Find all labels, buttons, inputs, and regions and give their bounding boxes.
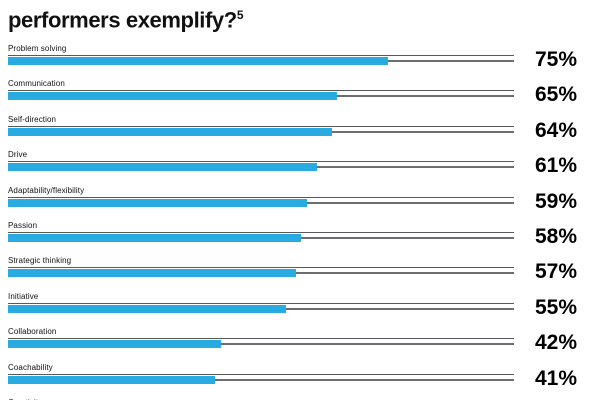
value-label: 58% [534, 224, 577, 248]
connector-line [8, 378, 514, 381]
row-label: Communication [8, 79, 65, 89]
value-bar [8, 127, 332, 136]
row-rule [8, 196, 514, 198]
chart-row: Adaptability/flexibility 59% [8, 186, 577, 221]
chart-row: Coachability 41% [8, 363, 577, 398]
value-label: 65% [534, 83, 577, 107]
row-rule [8, 161, 514, 163]
value-bar [8, 340, 221, 349]
bar-track [8, 127, 514, 136]
value-label: 42% [534, 331, 577, 355]
value-label: 59% [534, 189, 577, 213]
chart-row: Strategic thinking 57% [8, 256, 577, 291]
value-label: 41% [534, 366, 577, 390]
value-bar [8, 269, 297, 278]
chart-title: performers exemplify?5 [8, 2, 244, 33]
row-rule [8, 55, 514, 56]
bar-track [8, 92, 514, 101]
chart-row: Problem solving 75% [8, 44, 577, 79]
row-label: Creativity [8, 398, 42, 400]
chart-row: Initiative 55% [8, 292, 577, 327]
value-bar [8, 163, 317, 172]
bar-track [8, 269, 514, 278]
row-rule [8, 267, 514, 269]
bar-track [8, 198, 514, 207]
chart-title-footnote: 5 [236, 8, 244, 22]
value-label: 61% [534, 154, 577, 178]
value-bar [8, 233, 302, 242]
row-label: Self-direction [8, 114, 57, 124]
bar-track [8, 304, 514, 313]
row-rule [8, 90, 514, 92]
value-label: 57% [534, 260, 577, 284]
row-label: Passion [8, 220, 38, 230]
row-label: Initiative [8, 291, 39, 301]
chart-row: Drive 61% [8, 150, 577, 185]
chart-row: Self-direction 64% [8, 115, 577, 150]
row-rule [8, 231, 514, 233]
bar-track [8, 233, 514, 242]
value-label: 55% [534, 295, 577, 319]
value-bar [8, 198, 307, 207]
chart-row: Collaboration 42% [8, 327, 577, 362]
row-rule [8, 338, 514, 340]
chart-rows: Problem solving 75% Communication 65% Se… [8, 44, 577, 400]
row-label: Strategic thinking [8, 256, 72, 266]
value-bar [8, 304, 287, 313]
bar-track [8, 57, 514, 65]
bar-track [8, 375, 514, 384]
value-bar [8, 57, 388, 65]
value-bar [8, 92, 337, 101]
chart-row: Communication 65% [8, 79, 577, 114]
value-bar [8, 375, 216, 384]
chart-title-text: performers exemplify? [8, 7, 237, 33]
row-rule [8, 302, 514, 304]
value-label: 75% [534, 48, 577, 71]
chart-row: Creativity [8, 398, 577, 400]
row-rule [8, 125, 514, 127]
bar-track [8, 163, 514, 172]
chart-row: Passion 58% [8, 221, 577, 256]
row-rule [8, 373, 514, 375]
row-label: Drive [8, 150, 28, 160]
row-label: Collaboration [8, 327, 57, 337]
connector-line [8, 343, 514, 346]
row-label: Coachability [8, 362, 53, 372]
bar-track [8, 340, 514, 349]
row-label: Problem solving [8, 44, 67, 53]
row-label: Adaptability/flexibility [8, 185, 85, 195]
value-label: 64% [534, 118, 577, 142]
